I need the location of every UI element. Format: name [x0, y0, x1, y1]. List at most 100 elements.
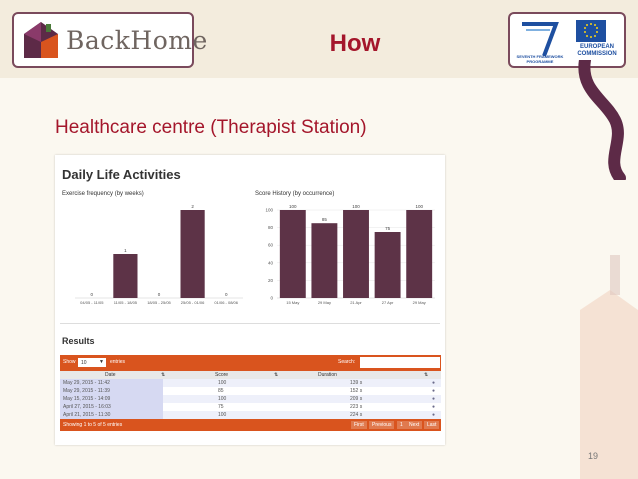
sort-icon[interactable]: ⇅: [161, 372, 166, 378]
x-tick-label: 18/05 - 25/05: [147, 300, 171, 305]
x-tick-label: 15 May: [286, 300, 299, 305]
page-1-button[interactable]: 1: [397, 421, 406, 429]
slide-title: How: [329, 30, 381, 57]
logo-text: BackHome: [66, 26, 208, 55]
results-title: Results: [62, 336, 95, 346]
y-tick-label: 100: [265, 208, 273, 213]
y-tick-label: 0: [270, 296, 273, 301]
swirl-decoration: [578, 60, 626, 180]
view-icon[interactable]: ●: [432, 412, 436, 418]
cell-duration: 209 s: [350, 396, 363, 402]
sort-icon[interactable]: ⇅: [424, 372, 429, 378]
previous-page-button[interactable]: Previous: [369, 421, 395, 429]
x-tick-label: 25/05 - 01/06: [181, 300, 205, 305]
view-icon[interactable]: ●: [432, 404, 436, 410]
data-label: 0: [158, 292, 161, 297]
table-row[interactable]: April 27, 2015 - 16:03 75 223 s ●: [60, 403, 441, 411]
cell-date: May 29, 2015 - 11:39: [63, 388, 110, 394]
last-page-button[interactable]: Last: [424, 421, 440, 429]
table-info: Showing 1 to 5 of 5 entries: [63, 422, 123, 428]
fp7-logo-icon: [522, 22, 559, 57]
cell-duration: 223 s: [350, 404, 363, 410]
first-page-button[interactable]: First: [351, 421, 367, 429]
cell-score: 100: [218, 396, 227, 402]
date-cell-highlight: [60, 411, 163, 419]
entries-select-value: 10: [81, 360, 87, 366]
bar: [311, 223, 338, 298]
house-logo-icon: [24, 22, 58, 58]
sort-icon[interactable]: ⇅: [274, 372, 279, 378]
eu-flag-icon: [576, 20, 606, 42]
entries-select[interactable]: 10 ▼: [78, 358, 106, 367]
x-tick-label: 27 Apr: [382, 300, 394, 305]
charts-svg: 0 04/05 - 11/05 1 11/05 - 18/05 0 18/05 - 25/…: [75, 204, 435, 305]
y-tick-label: 20: [268, 278, 274, 283]
y-tick-label: 80: [268, 225, 274, 230]
cell-date: April 21, 2015 - 11:30: [63, 412, 111, 418]
exercise-frequency-title: Exercise frequency (by weeks): [62, 191, 144, 197]
header-duration[interactable]: Duration: [318, 372, 337, 378]
x-tick-label: 11/05 - 18/05: [114, 300, 138, 305]
data-label: 100: [415, 204, 423, 209]
date-cell-highlight: [60, 395, 163, 403]
y-tick-label: 60: [268, 243, 274, 248]
search-label: Search:: [338, 359, 356, 365]
x-tick-label: 29 May: [318, 300, 331, 305]
entries-label: entries: [110, 359, 126, 365]
table-row[interactable]: April 21, 2015 - 11:30 100 224 s ●: [60, 411, 441, 419]
x-tick-label: 29 May: [413, 300, 426, 305]
bar: [374, 232, 401, 298]
bar: [343, 210, 369, 298]
cell-duration: 224 s: [350, 412, 363, 418]
cell-date: April 27, 2015 - 16:03: [63, 404, 111, 410]
data-label: 2: [191, 204, 194, 209]
header-score[interactable]: Score: [215, 372, 229, 378]
x-tick-label: 04/05 - 11/05: [80, 300, 104, 305]
view-icon[interactable]: ●: [432, 380, 436, 386]
cell-score: 100: [218, 380, 227, 386]
cell-duration: 152 s: [350, 388, 363, 394]
cell-score: 100: [218, 412, 227, 418]
view-icon[interactable]: ●: [432, 396, 436, 402]
date-cell-highlight: [60, 379, 163, 387]
table-row[interactable]: May 15, 2015 - 14:09 100 209 s ●: [60, 395, 441, 403]
eu-text: EUROPEAN COMMISSION: [577, 44, 617, 57]
page-number: 19: [588, 451, 599, 461]
table-row[interactable]: May 29, 2015 - 11:39 85 152 s ●: [60, 387, 441, 395]
date-cell-highlight: [60, 403, 163, 411]
x-tick-label: 21 Apr: [350, 300, 362, 305]
date-cell-highlight: [60, 387, 163, 395]
data-label: 0: [91, 292, 94, 297]
x-tick-label: 01/06 - 08/06: [214, 300, 238, 305]
search-input[interactable]: [360, 357, 440, 368]
therapist-station-screenshot: Daily Life Activities Exercise frequency…: [55, 155, 445, 445]
view-icon[interactable]: ●: [432, 388, 436, 394]
table-body: May 29, 2015 - 11:42 100 139 s ● May 29, 201…: [60, 379, 441, 419]
table-row[interactable]: May 29, 2015 - 11:42 100 139 s ●: [60, 379, 441, 387]
screenshot-title: Daily Life Activities: [62, 167, 181, 182]
bar: [406, 210, 433, 298]
data-label: 100: [289, 204, 297, 209]
fp7-text: SEVENTH FRAMEWORK PROGRAMME: [516, 54, 564, 64]
table-toolbar: Show 10 ▼ entries Search:: [60, 355, 441, 371]
bar: [180, 210, 205, 298]
data-label: 0: [225, 292, 228, 297]
bar: [113, 254, 138, 298]
cell-duration: 139 s: [350, 380, 363, 386]
table-header: Date ⇅ Score ⇅ Duration ⇅: [60, 371, 441, 379]
slide-subtitle: Healthcare centre (Therapist Station): [55, 117, 367, 138]
next-page-button[interactable]: Next: [406, 421, 423, 429]
y-tick-label: 40: [268, 260, 274, 265]
eu-logos: SEVENTH FRAMEWORK PROGRAMME EUROPEAN COM…: [508, 12, 626, 68]
score-history-title: Score History (by occurrence): [255, 191, 335, 197]
house-decoration: [580, 255, 638, 479]
show-label: Show: [63, 359, 76, 365]
bar: [279, 210, 306, 298]
data-label: 1: [124, 248, 127, 253]
cell-score: 75: [218, 404, 224, 410]
header-date[interactable]: Date: [105, 372, 116, 378]
data-label: 85: [322, 217, 328, 222]
cell-date: May 29, 2015 - 11:42: [63, 380, 110, 386]
data-label: 100: [352, 204, 360, 209]
